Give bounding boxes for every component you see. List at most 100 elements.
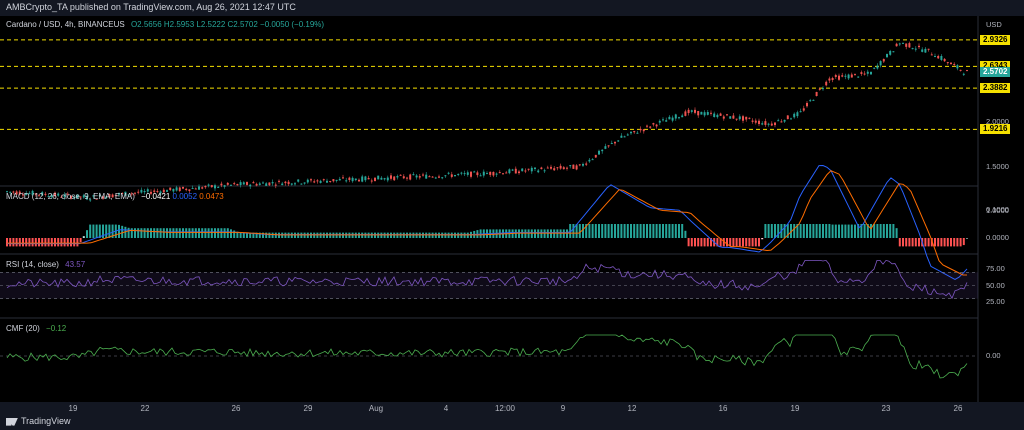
candle — [889, 50, 892, 55]
macd-histogram-bar — [127, 227, 130, 238]
candle — [47, 196, 50, 198]
candle — [879, 61, 882, 66]
candle — [6, 191, 8, 193]
candle — [15, 191, 18, 195]
macd-histogram-bar — [793, 224, 796, 238]
candle — [332, 179, 335, 182]
macd-histogram-bar — [684, 230, 687, 238]
rsi-name[interactable]: RSI (14, close) — [6, 260, 59, 269]
tradingview-brand[interactable]: TradingView — [6, 416, 71, 426]
candle — [169, 187, 172, 190]
macd-histogram-bar — [540, 229, 543, 238]
macd-histogram-bar — [834, 224, 837, 238]
macd-histogram-bar — [166, 228, 168, 238]
candle — [841, 75, 844, 77]
candle — [114, 194, 117, 196]
candle — [425, 174, 428, 179]
candle — [162, 189, 165, 193]
price-level-tag[interactable]: 2.6343 — [980, 61, 1011, 72]
macd-histogram-bar — [930, 238, 933, 247]
macd-histogram-bar — [783, 224, 786, 238]
macd-histogram-bar — [918, 238, 920, 247]
macd-histogram-bar — [95, 224, 98, 238]
price-level-tag[interactable]: 2.5702 — [980, 67, 1011, 77]
macd-histogram-bar — [585, 224, 588, 238]
candle — [137, 191, 140, 193]
candle — [505, 172, 508, 174]
candle — [156, 191, 159, 193]
macd-histogram-bar — [809, 224, 812, 238]
candle — [482, 171, 485, 176]
price-level-tag[interactable]: 2.9326 — [980, 34, 1011, 45]
macd-histogram-bar — [524, 229, 527, 238]
candle — [575, 165, 578, 170]
macd-histogram-bar — [703, 238, 706, 247]
macd-histogram-bar — [614, 224, 616, 238]
candle — [82, 195, 85, 198]
candle — [18, 191, 21, 195]
candle — [847, 74, 850, 79]
macd-histogram-bar — [223, 228, 226, 238]
candle — [646, 125, 648, 127]
macd-histogram-bar — [786, 224, 789, 238]
macd-histogram-bar — [226, 228, 229, 238]
candle — [495, 173, 498, 175]
macd-histogram-bar — [194, 228, 197, 238]
price-tick: 2.0000 — [986, 117, 1009, 127]
candle — [726, 114, 728, 116]
macd-histogram-bar — [70, 238, 72, 247]
candle — [361, 176, 364, 182]
candle — [38, 194, 40, 196]
macd-histogram-bar — [175, 228, 178, 238]
candle — [633, 130, 636, 133]
candle — [121, 192, 124, 194]
candle — [553, 168, 556, 171]
macd-histogram-bar — [953, 238, 956, 247]
macd-histogram-bar — [681, 224, 684, 238]
candle — [210, 185, 213, 188]
cmf-name[interactable]: CMF (20) — [6, 324, 40, 333]
macd-histogram-bar — [566, 229, 568, 238]
candle — [335, 179, 338, 181]
close-value: C2.5702 — [227, 20, 258, 29]
macd-histogram-bar — [50, 238, 53, 247]
macd-histogram-bar — [575, 224, 578, 238]
candle — [418, 176, 421, 178]
macd-histogram-bar — [150, 228, 152, 238]
macd-histogram-bar — [252, 232, 255, 238]
candle — [217, 186, 220, 188]
macd-histogram-bar — [214, 228, 216, 238]
macd-histogram-bar — [617, 224, 620, 238]
symbol-label[interactable]: Cardano / USD, 4h, BINANCEUS — [6, 20, 125, 29]
macd-histogram-bar — [98, 224, 101, 238]
macd-histogram-bar — [828, 224, 831, 238]
candle — [652, 123, 655, 125]
candle — [767, 123, 770, 125]
candle — [895, 43, 898, 47]
candle — [662, 119, 664, 121]
chart-canvas[interactable] — [0, 16, 1024, 402]
candle — [822, 88, 824, 90]
candle — [22, 194, 24, 196]
candle — [454, 174, 456, 177]
candle — [274, 184, 277, 186]
candle — [236, 184, 239, 186]
rsi-legend: RSI (14, close) 43.57 — [6, 260, 85, 269]
candle — [642, 129, 645, 132]
candle — [636, 132, 639, 134]
macd-histogram-bar — [854, 224, 856, 238]
candle — [297, 179, 300, 182]
price-level-tag[interactable]: 2.3882 — [980, 83, 1011, 94]
macd-histogram-bar — [665, 224, 668, 238]
chart-area[interactable]: Cardano / USD, 4h, BINANCEUS O2.5656 H2.… — [0, 16, 1024, 402]
macd-histogram-bar — [239, 232, 242, 238]
candle — [831, 78, 834, 81]
candle — [338, 178, 341, 181]
time-axis[interactable]: 19 22 26 29 Aug 4 12:00 9 12 16 19 23 26 — [0, 402, 980, 416]
price-level-tag[interactable]: 1.9216 — [980, 124, 1011, 135]
macd-histogram-bar — [934, 238, 936, 247]
macd-legend: MACD (12, 26, close, 9, EMA, EMA) −0.042… — [6, 192, 224, 201]
macd-name[interactable]: MACD (12, 26, close, 9, EMA, EMA) — [6, 192, 135, 201]
macd-histogram-bar — [543, 229, 546, 238]
macd-histogram-bar — [633, 224, 636, 238]
